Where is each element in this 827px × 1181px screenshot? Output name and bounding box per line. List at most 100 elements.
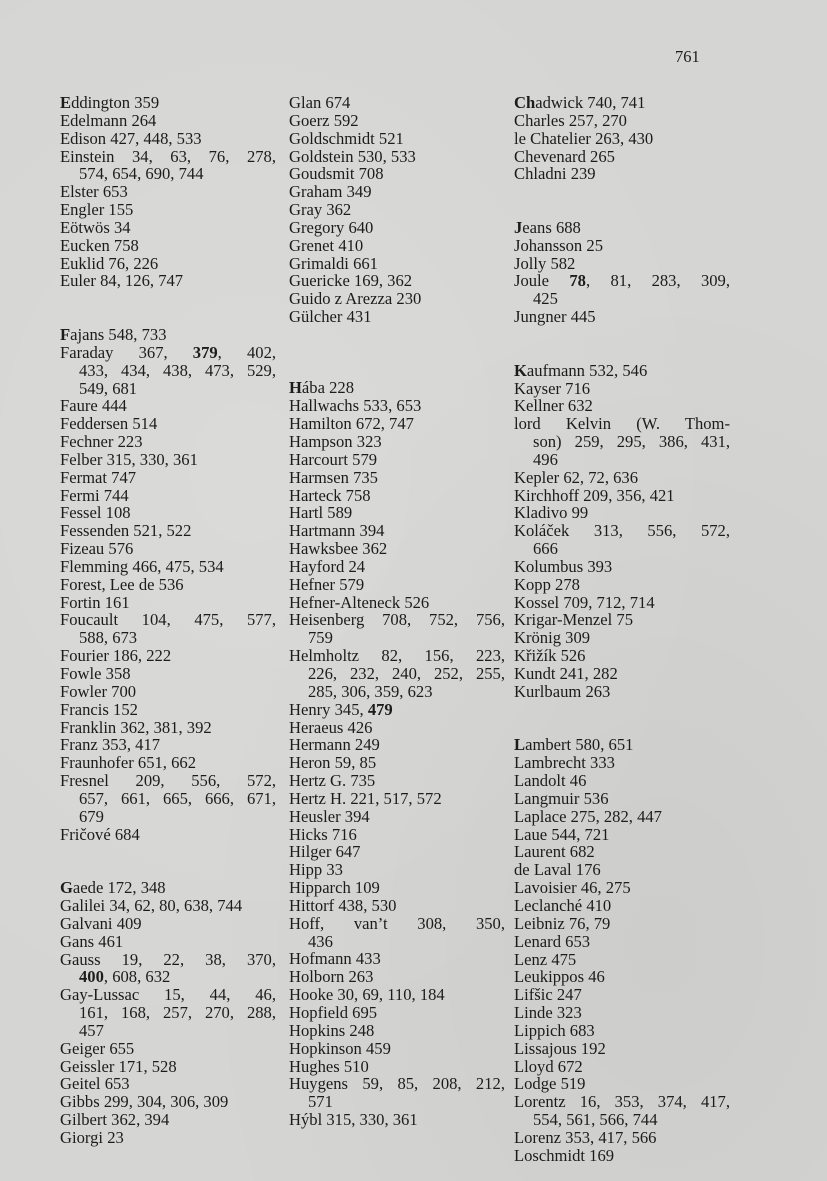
index-entry-line: Hýbl 315, 330, 361 xyxy=(289,1110,418,1130)
index-entry-line: Kurlbaum 263 xyxy=(514,681,611,701)
index-entry-line: Kladivo 99 xyxy=(514,503,589,523)
index-entry-line: Gans 461 xyxy=(60,931,124,951)
index-entry-line: Jungner 445 xyxy=(514,307,596,327)
index-entry-line: Eötwös 34 xyxy=(60,217,131,237)
index-entry: Hampson 323 xyxy=(289,433,505,451)
index-entry: Flemming 466, 475, 534 xyxy=(60,558,276,576)
index-entry-line: Kirchhoff 209, 356, 421 xyxy=(514,485,675,505)
index-entry-line: Guericke 169, 362 xyxy=(289,271,413,291)
index-entry-line: Kossel 709, 712, 714 xyxy=(514,592,655,612)
index-entry: Kaufmann 532, 546 xyxy=(514,360,730,380)
index-entry-line: Kolumbus 393 xyxy=(514,556,613,576)
index-entry: Goerz 592 xyxy=(289,111,505,130)
index-entry-line: Francis 152 xyxy=(60,699,138,719)
index-entry-line: Krigar-Menzel 75 xyxy=(514,610,634,630)
index-entry: Fermat 747 xyxy=(60,467,276,487)
index-entry-line: Fermat 747 xyxy=(60,467,137,487)
index-entry: Fowle 358 xyxy=(60,665,276,683)
index-entry-line: Lambrecht 333 xyxy=(514,753,615,773)
index-entry-line: Jolly 582 xyxy=(514,253,576,273)
index-entry-continuation: 554, 561, 566, 744 xyxy=(533,1110,658,1130)
index-entry-line: Geitel 653 xyxy=(60,1074,130,1094)
index-entry-line: Joule 78, 81, 283, 309, xyxy=(514,272,730,291)
index-entry: Helmholtz 82, 156, 223, 226, 232, 240, 25… xyxy=(289,647,505,701)
index-entry: Feddersen 514 xyxy=(60,415,276,433)
index-entry-line: Kaufmann 532, 546 xyxy=(514,360,648,380)
index-entry: Engler 155 xyxy=(60,201,276,219)
index-entry-line: Fajans 548, 733 xyxy=(60,324,167,344)
index-entry: Hilger 647 xyxy=(289,843,505,861)
index-entry: Fizeau 576 xyxy=(60,540,276,558)
index-entry: Hefner-Alteneck 526 xyxy=(289,593,505,612)
index-entry: Jolly 582 xyxy=(514,253,730,273)
index-entry-line: Krönig 309 xyxy=(514,628,591,648)
index-entry: Leclanché 410 xyxy=(514,897,730,915)
index-entry: Gregory 640 xyxy=(289,219,505,237)
index-entry-line: Fessel 108 xyxy=(60,503,131,523)
index-entry-line: Charles 257, 270 xyxy=(514,110,627,130)
index-entry-line: Hopkins 248 xyxy=(289,1020,375,1040)
index-entry-line: Fessenden 521, 522 xyxy=(60,521,192,541)
index-entry-line: Euler 84, 126, 747 xyxy=(60,271,184,291)
index-entry-line: Harcourt 579 xyxy=(289,449,378,469)
index-entry: Charles 257, 270 xyxy=(514,110,730,130)
index-entry-line: Laue 544, 721 xyxy=(514,824,610,844)
index-entry: Chladni 239 xyxy=(514,165,730,183)
index-entry-line: Hoff, van’t 308, 350, xyxy=(289,914,505,933)
index-entry-line: Hopkinson 459 xyxy=(289,1038,391,1058)
index-entry-line: Hamilton 672, 747 xyxy=(289,414,414,434)
section-initial: Ch xyxy=(514,93,536,112)
index-entry: de Laval 176 xyxy=(514,861,730,879)
index-entry-line: Fermi 744 xyxy=(60,485,129,505)
index-entry-line: Křižík 526 xyxy=(514,646,586,666)
index-entry: Faraday 367, 379, 402, 433, 434, 438, 473… xyxy=(60,344,276,398)
section-spacer xyxy=(514,701,730,737)
index-entry: Fortin 161 xyxy=(60,593,276,612)
index-entry: Hartmann 394 xyxy=(289,522,505,540)
index-entry: Fresnel 209, 556, 572, 657, 661, 665, 666… xyxy=(60,772,276,826)
index-entry: Hopkinson 459 xyxy=(289,1038,505,1058)
index-entry: Geissler 171, 528 xyxy=(60,1057,276,1076)
section-spacer xyxy=(514,326,730,362)
index-entry-continuation: 657, 661, 665, 666, 671, xyxy=(79,789,276,808)
index-entry: Kirchhoff 209, 356, 421 xyxy=(514,485,730,505)
index-entry-line: Leukippos 46 xyxy=(514,967,605,987)
index-entry: Harteck 758 xyxy=(289,486,505,505)
index-entry-continuation: 679 xyxy=(79,806,104,826)
index-entry: Hofmann 433 xyxy=(289,950,505,968)
index-entry: Fajans 548, 733 xyxy=(60,326,276,344)
index-entry: Lorentz 16, 353, 374, 417, 554, 561, 566,… xyxy=(514,1093,730,1129)
index-entry-line: Laurent 682 xyxy=(514,842,595,862)
index-entry: Heraeus 426 xyxy=(289,718,505,737)
index-entry-line: Gaede 172, 348 xyxy=(60,878,166,898)
index-entry: Geiger 655 xyxy=(60,1038,276,1058)
index-entry: Lavoisier 46, 275 xyxy=(514,879,730,897)
index-entry-continuation: 549, 681 xyxy=(79,378,138,398)
index-entry: Lambert 580, 651 xyxy=(514,736,730,754)
index-entry: Heisenberg 708, 752, 756, 759 xyxy=(289,611,505,647)
index-entry: Hýbl 315, 330, 361 xyxy=(289,1111,505,1129)
index-entry-line: Kopp 278 xyxy=(514,574,580,594)
index-entry-line: Huygens 59, 85, 208, 212, xyxy=(289,1075,505,1094)
index-entry-line: Lenz 475 xyxy=(514,949,577,969)
index-entry-line: Hampson 323 xyxy=(289,432,382,451)
section-initial: L xyxy=(514,735,526,755)
index-entry-line: Hipparch 109 xyxy=(289,878,380,898)
index-entry-line: Hertz H. 221, 517, 572 xyxy=(289,788,442,808)
index-entry-line: Lorenz 353, 417, 566 xyxy=(514,1127,657,1147)
index-entry: Hartl 589 xyxy=(289,504,505,522)
bold-page-ref: 479 xyxy=(367,699,393,719)
index-entry-line: Geiger 655 xyxy=(60,1038,135,1058)
index-entry: Lloyd 672 xyxy=(514,1057,730,1076)
index-entry-line: Gregory 640 xyxy=(289,217,374,237)
index-entry: Goudsmit 708 xyxy=(289,165,505,183)
index-entry: Kopp 278 xyxy=(514,574,730,594)
index-entry-line: de Laval 176 xyxy=(514,860,601,880)
index-entry: lord Kelvin (W. Thom-son) 259, 295, 386,… xyxy=(514,415,730,469)
index-entry-line: Einstein 34, 63, 76, 278, xyxy=(60,147,276,166)
index-entry: Felber 315, 330, 361 xyxy=(60,451,276,469)
index-entry: Laurent 682 xyxy=(514,843,730,861)
index-entry-line: Lifšic 247 xyxy=(514,985,582,1005)
index-entry: Edison 427, 448, 533 xyxy=(60,129,276,148)
index-column-2: Glan 674 Goerz 592 Goldschmidt 521 Goldstei… xyxy=(289,94,505,1129)
